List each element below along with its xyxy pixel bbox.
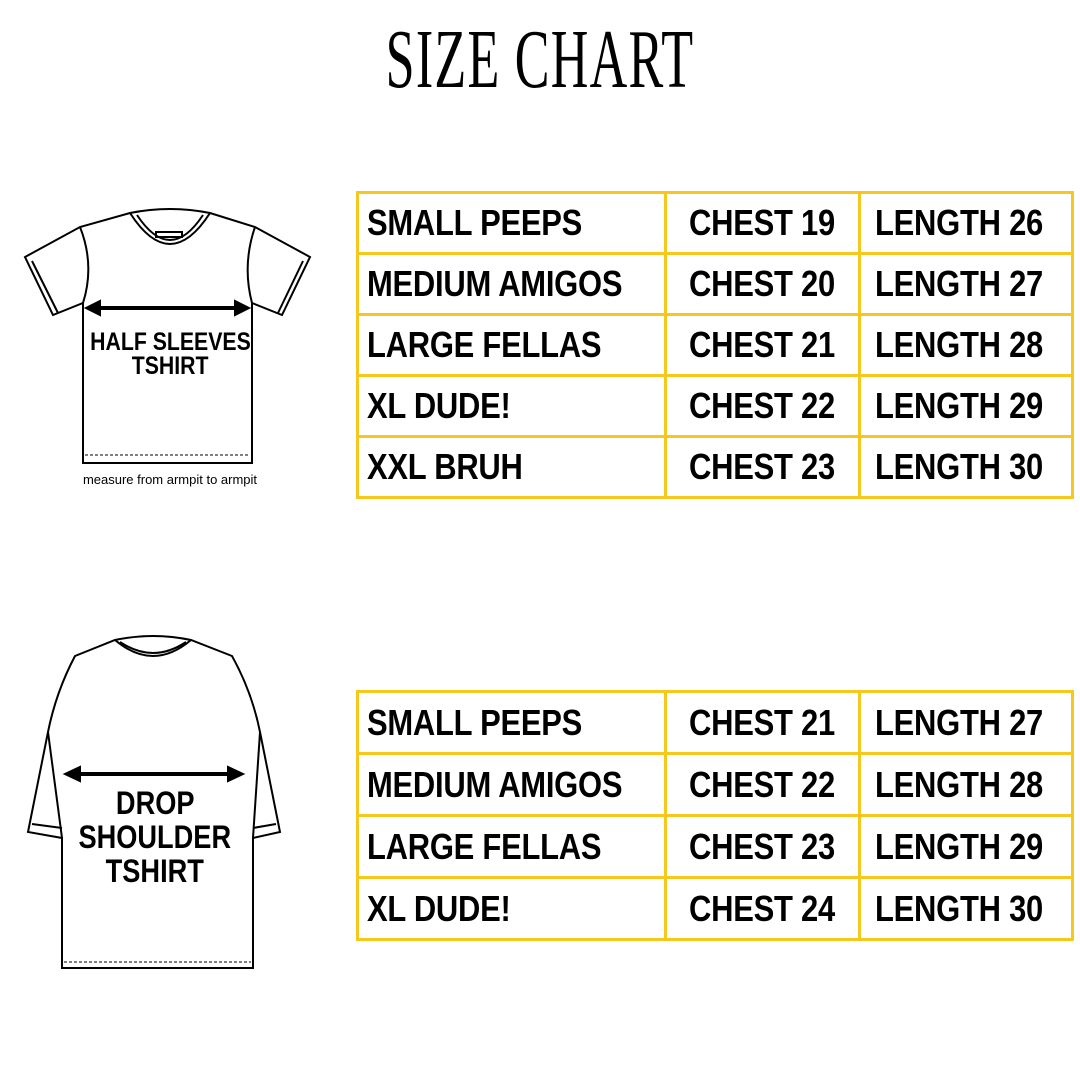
chest-cell: CHEST 22 [663, 752, 862, 817]
half-sleeves-tshirt-illustration [23, 208, 312, 464]
size-cell: MEDIUM AMIGOS [356, 752, 667, 817]
size-cell: XL DUDE! [356, 876, 667, 941]
drop-shoulder-label: DROP SHOULDER TSHIRT [78, 785, 232, 889]
size-cell: SMALL PEEPS [356, 191, 667, 255]
half-sleeves-label: HALF SLEEVES TSHIRT [89, 328, 251, 380]
half-sleeves-size-table: SMALL PEEPS CHEST 19 LENGTH 26 MEDIUM AMIGO… [356, 191, 1074, 499]
length-cell: LENGTH 27 [858, 252, 1074, 316]
table-row: XL DUDE! CHEST 22 LENGTH 29 [356, 374, 1074, 438]
length-cell: LENGTH 29 [858, 374, 1074, 438]
chest-cell: CHEST 22 [663, 374, 862, 438]
table-row: MEDIUM AMIGOS CHEST 20 LENGTH 27 [356, 252, 1074, 316]
length-cell: LENGTH 30 [858, 876, 1074, 941]
length-cell: LENGTH 28 [858, 313, 1074, 377]
measure-note: measure from armpit to armpit [82, 472, 258, 487]
length-cell: LENGTH 29 [858, 814, 1074, 879]
drop-shoulder-size-table: SMALL PEEPS CHEST 21 LENGTH 27 MEDIUM AMIGO… [356, 690, 1074, 941]
length-cell: LENGTH 30 [858, 435, 1074, 499]
size-cell: XXL BRUH [356, 435, 667, 499]
chest-cell: CHEST 21 [663, 690, 862, 755]
size-cell: MEDIUM AMIGOS [356, 252, 667, 316]
chest-cell: CHEST 24 [663, 876, 862, 941]
size-cell: LARGE FELLAS [356, 313, 667, 377]
size-cell: SMALL PEEPS [356, 690, 667, 755]
table-row: XL DUDE! CHEST 24 LENGTH 30 [356, 876, 1074, 941]
chest-cell: CHEST 23 [663, 435, 862, 499]
length-cell: LENGTH 26 [858, 191, 1074, 255]
size-cell: XL DUDE! [356, 374, 667, 438]
length-cell: LENGTH 27 [858, 690, 1074, 755]
page-title: SIZE CHART [385, 13, 695, 106]
chest-cell: CHEST 19 [663, 191, 862, 255]
chest-cell: CHEST 20 [663, 252, 862, 316]
drop-shoulder-tshirt-illustration [26, 635, 282, 969]
table-row: LARGE FELLAS CHEST 21 LENGTH 28 [356, 313, 1074, 377]
length-cell: LENGTH 28 [858, 752, 1074, 817]
chest-cell: CHEST 21 [663, 313, 862, 377]
table-row: MEDIUM AMIGOS CHEST 22 LENGTH 28 [356, 752, 1074, 817]
table-row: XXL BRUH CHEST 23 LENGTH 30 [356, 435, 1074, 499]
size-cell: LARGE FELLAS [356, 814, 667, 879]
table-row: LARGE FELLAS CHEST 23 LENGTH 29 [356, 814, 1074, 879]
table-row: SMALL PEEPS CHEST 21 LENGTH 27 [356, 690, 1074, 755]
table-row: SMALL PEEPS CHEST 19 LENGTH 26 [356, 191, 1074, 255]
chest-cell: CHEST 23 [663, 814, 862, 879]
